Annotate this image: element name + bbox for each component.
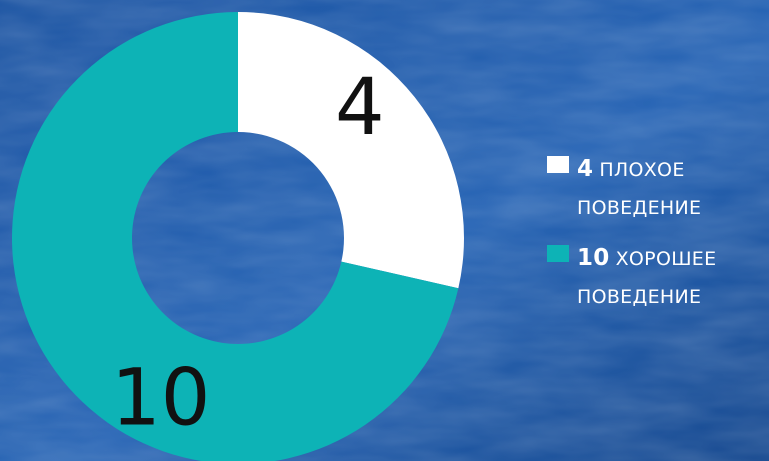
- donut-slice-1: [12, 12, 459, 461]
- legend-swatch-bad: [547, 156, 569, 173]
- legend-label-bad: ПЛОХОЕ ПОВЕДЕНИЕ: [577, 159, 702, 219]
- legend-label-good: ХОРОШЕЕ ПОВЕДЕНИЕ: [577, 248, 717, 308]
- legend-value-bad: 4: [577, 156, 594, 182]
- legend-item-bad-behavior: 4 ПЛОХОЕ ПОВЕДЕНИЕ: [547, 150, 767, 227]
- slice-label-1: 10: [111, 353, 210, 443]
- slice-label-0: 4: [335, 63, 385, 153]
- chart-legend: 4 ПЛОХОЕ ПОВЕДЕНИЕ 10 ХОРОШЕЕ ПОВЕДЕНИЕ: [547, 150, 767, 328]
- legend-value-good: 10: [577, 245, 610, 271]
- donut-slice-0: [238, 12, 464, 289]
- legend-item-good-behavior: 10 ХОРОШЕЕ ПОВЕДЕНИЕ: [547, 239, 767, 316]
- legend-swatch-good: [547, 245, 569, 262]
